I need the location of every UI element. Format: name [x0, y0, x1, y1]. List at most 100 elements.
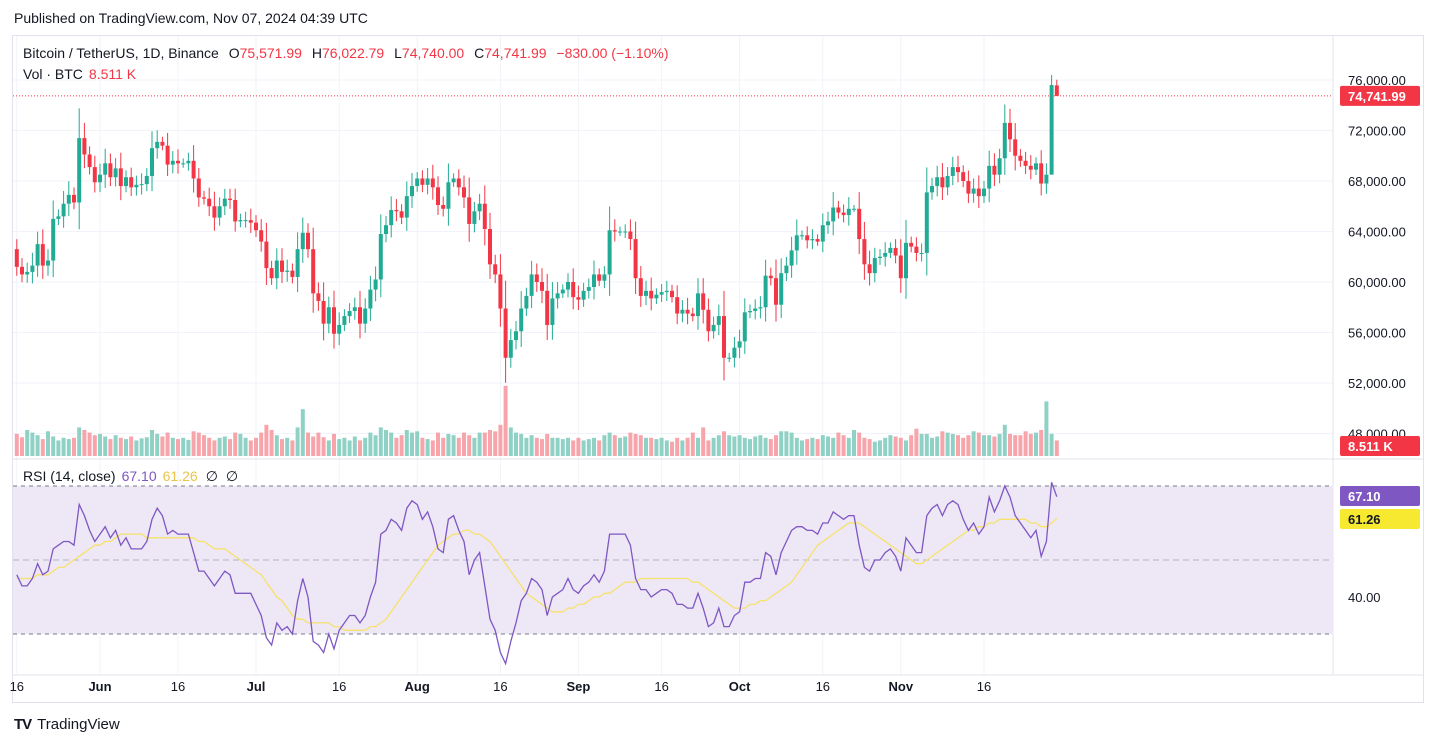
candle-body: [118, 168, 123, 187]
candle-body: [176, 160, 180, 164]
volume-bar: [727, 435, 732, 456]
volume-bar: [742, 437, 747, 456]
candle-body: [207, 198, 212, 207]
volume-bar: [976, 432, 981, 456]
volume-bar: [129, 436, 134, 456]
candle-body: [40, 244, 45, 266]
candle-body: [722, 316, 726, 358]
volume-bar: [904, 440, 908, 456]
volume-bar: [826, 436, 830, 456]
candle-body: [950, 167, 955, 176]
candle-body: [378, 234, 383, 280]
candle-body: [217, 206, 222, 218]
volume-bar: [935, 436, 940, 456]
rsi-pane: [13, 482, 1333, 666]
volume-bar: [1018, 435, 1023, 456]
volume-bar: [768, 439, 773, 456]
volume-bar: [644, 437, 648, 456]
candle-body: [893, 247, 898, 256]
volume-bar: [888, 435, 893, 456]
time-axis[interactable]: 16 Jun 16 Jul 16 Aug 16 Sep 16 Oct 16 Nov 16: [10, 679, 992, 694]
volume-bar: [659, 437, 664, 456]
time-tick-label: Jul: [247, 679, 266, 694]
volume-bar: [108, 439, 113, 456]
volume-bar: [420, 437, 425, 456]
volume-bar: [820, 435, 825, 456]
volume-bar: [670, 441, 674, 456]
volume-bar: [51, 436, 56, 456]
volume-bar: [191, 431, 196, 456]
candle-body: [628, 231, 633, 240]
candle-body: [1013, 139, 1018, 156]
candle-body: [358, 307, 362, 324]
candle-body: [696, 293, 700, 317]
candle-body: [441, 204, 446, 209]
last-price-tag-bg: [1340, 85, 1420, 106]
candle-body: [456, 178, 461, 188]
candle-body: [488, 228, 492, 265]
volume-bar: [358, 440, 362, 456]
volume-bar: [259, 432, 264, 456]
candle-body: [1049, 85, 1054, 175]
candle-body: [410, 186, 414, 197]
candle-body: [139, 184, 144, 186]
volume-bar: [597, 440, 602, 456]
volume-bar: [238, 433, 243, 456]
candle-body: [503, 308, 508, 358]
volume-bar: [846, 437, 851, 456]
volume-legend[interactable]: Vol · BTC 8.511 K: [23, 66, 136, 82]
candle-body: [14, 249, 19, 267]
volume-bar: [675, 437, 680, 456]
volume-bar: [971, 431, 976, 456]
candle-body: [831, 207, 836, 222]
candle-body: [997, 158, 1002, 175]
volume-bar: [602, 435, 607, 456]
tradingview-logo-icon: TV: [14, 716, 32, 733]
volume-bar: [186, 439, 191, 456]
volume-bar: [425, 439, 430, 456]
rsi-value: 67.10: [121, 468, 157, 484]
volume-bar: [1008, 433, 1012, 456]
volume-bar: [690, 432, 695, 456]
volume-bar: [1034, 432, 1038, 456]
volume-bar: [514, 432, 518, 456]
rsi-ma-last-tag-bg: [1340, 509, 1420, 529]
brand[interactable]: TV TradingView: [14, 716, 120, 733]
volume-bar: [306, 432, 310, 456]
volume-bar: [1002, 424, 1007, 456]
candle-body: [124, 177, 128, 187]
candle-body: [774, 278, 778, 305]
volume-bar: [586, 439, 591, 456]
volume-bar: [217, 437, 222, 456]
candle-body: [836, 207, 841, 213]
candle-body: [550, 298, 555, 325]
volume-value: 8.511 K: [88, 66, 137, 82]
candle-body: [576, 297, 581, 300]
volume-bar: [940, 431, 945, 456]
candle-body: [113, 168, 118, 178]
candle-body: [872, 258, 877, 274]
candle-body: [758, 307, 763, 309]
volume-bar: [638, 435, 643, 456]
candle-body: [727, 357, 732, 359]
volume-bar: [633, 433, 638, 456]
time-tick-label: 16: [816, 679, 830, 694]
candle-body: [191, 160, 196, 179]
candle-body: [259, 230, 264, 242]
candle-body: [633, 239, 638, 279]
symbol-title[interactable]: Bitcoin / TetherUS, 1D, Binance: [23, 45, 219, 61]
volume-bar: [373, 435, 378, 456]
rsi-legend[interactable]: RSI (14, close) 67.10 61.26 ∅ ∅: [23, 468, 238, 485]
price-axis[interactable]: 76,000.00 72,000.00 68,000.00 64,000.00 60,0…: [1348, 73, 1406, 605]
volume-bar: [92, 435, 97, 456]
volume-bar: [363, 437, 368, 456]
candle-body: [654, 294, 659, 299]
volume-bar: [607, 432, 612, 456]
candle-body: [82, 138, 87, 155]
volume-bar: [347, 440, 352, 456]
candle-body: [337, 324, 342, 334]
ohlc-legend[interactable]: Bitcoin / TetherUS, 1D, Binance O75,571.…: [23, 45, 669, 61]
change-value: −830.00 (−1.10%): [556, 45, 669, 61]
volume-bar: [555, 437, 560, 456]
